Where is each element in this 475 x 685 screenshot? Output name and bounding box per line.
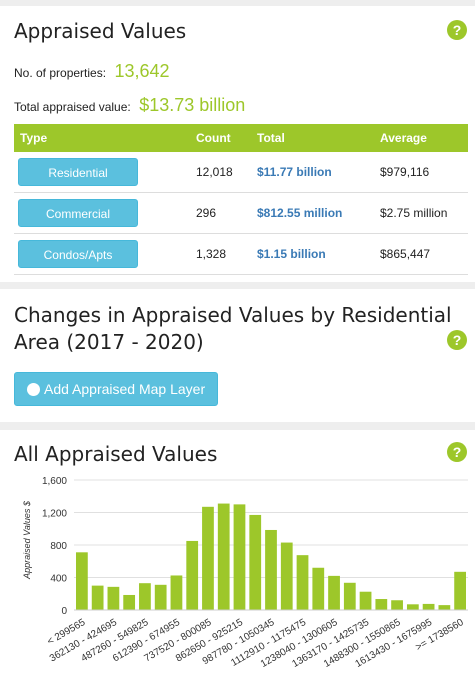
bar (406, 604, 419, 610)
total-cell: $11.77 billion (257, 165, 332, 179)
bar (265, 529, 277, 610)
bar (107, 586, 120, 610)
bar (375, 599, 388, 610)
count-cell: 296 (190, 192, 251, 234)
bar (249, 514, 262, 610)
total-value-stat: Total appraised value: $13.73 billion (14, 95, 245, 116)
count-cell: 1,328 (190, 233, 251, 275)
condos-apts-button[interactable]: Condos/Apts (18, 240, 138, 268)
y-tick-label: 1,600 (42, 476, 67, 487)
property-type-table: Type Count Total Average Residential 12,… (14, 124, 468, 275)
average-cell: $979,116 (374, 152, 468, 193)
changes-title-line1: Changes in Appraised Values by Residenti… (14, 303, 452, 327)
bar (123, 594, 136, 610)
commercial-button[interactable]: Commercial (18, 199, 138, 227)
bar (328, 575, 340, 610)
total-value-amount: $13.73 billion (139, 95, 246, 115)
bar (139, 583, 151, 610)
bar (186, 540, 199, 610)
all-values-card: All Appraised Values ? 0 400 800 1,200 1,600… (0, 430, 475, 685)
bar (154, 584, 167, 610)
properties-stat: No. of properties: 13,642 (14, 61, 170, 82)
bar (454, 571, 466, 610)
total-cell: $1.15 billion (257, 247, 326, 261)
bar (217, 503, 230, 610)
bar (391, 600, 403, 610)
bar (343, 582, 356, 610)
total-cell: $812.55 million (257, 206, 343, 220)
bar (91, 585, 104, 610)
bar (359, 591, 372, 610)
help-icon[interactable]: ? (447, 330, 467, 350)
changes-title-line2: Area (2017 - 2020) (14, 330, 204, 354)
residential-button[interactable]: Residential (18, 158, 138, 186)
add-map-layer-label: Add Appraised Map Layer (44, 381, 206, 397)
table-row: Condos/Apts 1,328 $1.15 billion $865,447 (14, 233, 468, 275)
y-tick-label: 1,200 (42, 509, 67, 520)
average-cell: $865,447 (374, 233, 468, 275)
total-value-label: Total appraised value: (14, 100, 131, 114)
properties-label: No. of properties: (14, 66, 107, 80)
globe-icon (27, 383, 40, 396)
help-icon[interactable]: ? (447, 20, 467, 40)
appraised-values-card: Appraised Values ? No. of properties: 13… (0, 6, 475, 282)
y-tick-label: 400 (50, 574, 67, 585)
bar (233, 504, 246, 610)
help-icon[interactable]: ? (447, 442, 467, 462)
changes-title: Changes in Appraised Values by Residenti… (14, 302, 452, 356)
bar (422, 603, 435, 610)
y-axis-label: Appraised Values $ (22, 500, 32, 580)
bar (280, 542, 293, 610)
bar (312, 567, 325, 610)
bar (202, 506, 214, 610)
properties-value: 13,642 (114, 61, 170, 81)
table-header-row: Type Count Total Average (14, 124, 468, 152)
changes-card: Changes in Appraised Values by Residenti… (0, 289, 475, 422)
bar (76, 552, 88, 610)
column-header-average: Average (374, 124, 468, 152)
y-tick-label: 800 (50, 541, 67, 552)
all-values-title: All Appraised Values (14, 442, 218, 466)
column-header-total: Total (251, 124, 374, 152)
table-row: Residential 12,018 $11.77 billion $979,1… (14, 152, 468, 193)
bar (438, 605, 451, 610)
appraised-values-title: Appraised Values (14, 19, 187, 43)
count-cell: 12,018 (190, 152, 251, 193)
bar (170, 575, 183, 610)
column-header-type: Type (14, 124, 190, 152)
add-map-layer-button[interactable]: Add Appraised Map Layer (14, 372, 218, 406)
y-tick-label: 0 (61, 606, 67, 617)
average-cell: $2.75 million (374, 192, 468, 234)
bar (296, 555, 309, 610)
column-header-count: Count (190, 124, 251, 152)
table-row: Commercial 296 $812.55 million $2.75 mil… (14, 192, 468, 234)
